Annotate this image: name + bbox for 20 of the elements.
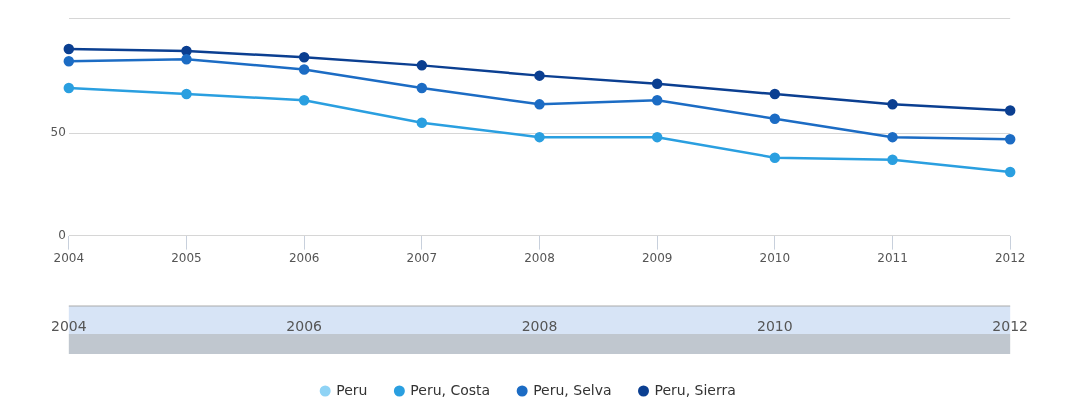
legend-label: Peru, Selva bbox=[533, 381, 612, 398]
x2-tick-label: 2010 bbox=[757, 318, 793, 335]
x2-tick-label: 2006 bbox=[286, 318, 323, 335]
x-tick-label: 2007 bbox=[406, 250, 438, 265]
x-tick-label: 2004 bbox=[53, 250, 85, 265]
legend-label: Peru, Sierra bbox=[654, 381, 736, 398]
legend-label: Peru bbox=[336, 381, 368, 398]
legend-label: Peru, Costa bbox=[410, 381, 491, 398]
y-tick-label: 0 bbox=[58, 227, 66, 242]
x2-tick-label: 2012 bbox=[992, 318, 1029, 335]
x2-tick-label: 2004 bbox=[50, 318, 87, 335]
y-tick-label: 50 bbox=[50, 125, 66, 140]
x-tick-label: 2012 bbox=[994, 250, 1026, 265]
x-tick-label: 2011 bbox=[877, 250, 908, 265]
x2-tick-label: 2008 bbox=[521, 318, 558, 335]
x-tick-label: 2005 bbox=[171, 250, 202, 265]
x-tick-label: 2010 bbox=[759, 250, 791, 265]
x-tick-label: 2009 bbox=[641, 250, 673, 265]
x-tick-label: 2006 bbox=[288, 250, 320, 265]
x-tick-label: 2008 bbox=[524, 250, 555, 265]
